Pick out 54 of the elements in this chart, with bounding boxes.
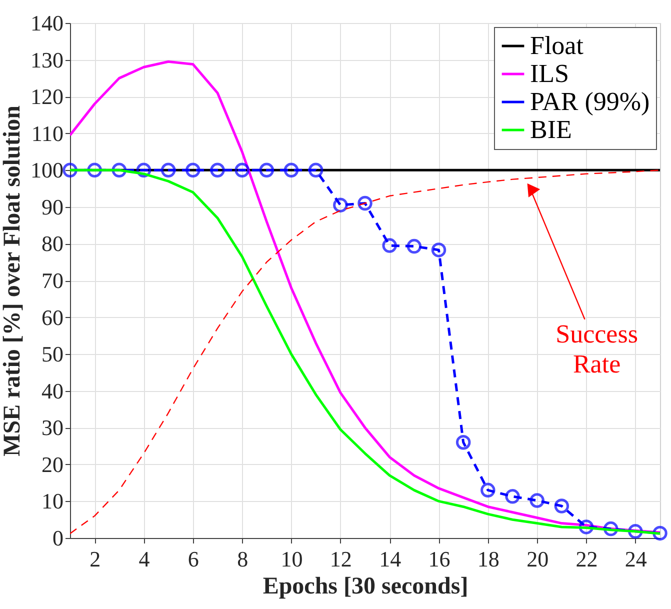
x-tick-label: 22 — [576, 546, 598, 572]
point — [160, 162, 176, 178]
y-tick-label: 90 — [42, 194, 64, 220]
x-tick-label: 14 — [379, 546, 402, 572]
legend-label: PAR (99%) — [530, 87, 650, 116]
point — [554, 498, 570, 514]
point — [456, 434, 471, 450]
x-tick-label: 2 — [90, 546, 101, 572]
y-tick-label: 140 — [30, 10, 64, 36]
x-tick-label: 12 — [330, 546, 352, 572]
annotation: Success Rate — [556, 319, 638, 378]
x-tick-label: 6 — [188, 546, 199, 572]
y-tick-label: 30 — [42, 415, 64, 440]
x-tick-label: 18 — [477, 546, 500, 572]
point — [382, 238, 397, 253]
y-axis-title: MSE ratio [%] over Float solution — [0, 106, 26, 456]
point — [652, 526, 668, 541]
y-tick-label: 120 — [30, 84, 64, 110]
point — [505, 489, 520, 504]
point — [62, 162, 78, 178]
legend-label: ILS — [530, 59, 569, 88]
y-tick-label: 60 — [42, 304, 64, 330]
y-tick-label: 110 — [31, 120, 64, 146]
point — [186, 162, 200, 178]
point — [308, 162, 324, 178]
line-series — [70, 60, 660, 534]
legend-label: BIE — [530, 115, 572, 144]
x-tick-label: 4 — [138, 546, 150, 572]
x-axis-title: Epochs [30 seconds] — [262, 574, 468, 600]
y-tick-label: 70 — [42, 268, 64, 293]
point — [333, 198, 348, 212]
point — [234, 162, 250, 178]
point — [358, 196, 372, 211]
x-tick-label: 10 — [280, 546, 303, 572]
point — [431, 242, 446, 258]
y-tick-label: 0 — [52, 526, 64, 550]
y-tick-label: 10 — [42, 488, 64, 514]
y-tick-label: 20 — [42, 452, 64, 477]
y-tick-label: 100 — [30, 158, 64, 183]
legend-label: Float — [530, 31, 584, 60]
x-tick-label: 16 — [428, 546, 450, 572]
x-tick-label: 8 — [237, 546, 248, 572]
x-tick-label: 24 — [624, 546, 647, 572]
y-tick-label: 130 — [30, 47, 64, 72]
y-tick-label: 50 — [42, 342, 64, 367]
x-tick-label: 20 — [526, 546, 549, 572]
y-tick-label: 40 — [42, 378, 64, 404]
point — [259, 162, 274, 178]
y-tick-label: 80 — [42, 231, 64, 256]
point — [480, 482, 496, 498]
point — [210, 162, 225, 178]
point — [406, 238, 422, 254]
point — [284, 162, 299, 178]
point — [530, 493, 544, 508]
